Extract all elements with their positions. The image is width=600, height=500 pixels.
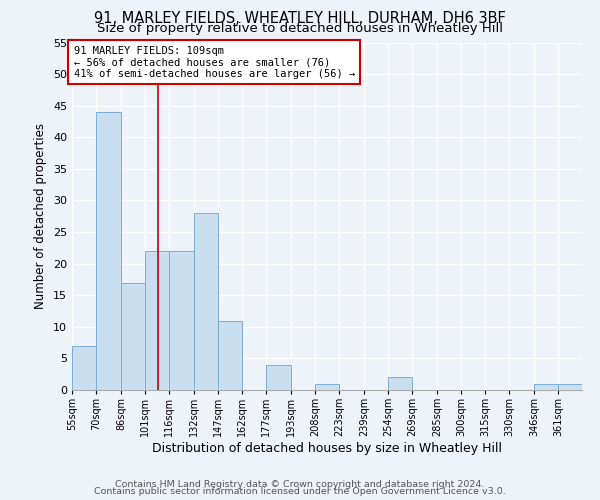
- Text: 91 MARLEY FIELDS: 109sqm
← 56% of detached houses are smaller (76)
41% of semi-d: 91 MARLEY FIELDS: 109sqm ← 56% of detach…: [74, 46, 355, 79]
- Bar: [535, 384, 558, 390]
- Bar: [145, 251, 169, 390]
- Bar: [72, 346, 96, 390]
- Text: Contains public sector information licensed under the Open Government Licence v3: Contains public sector information licen…: [94, 487, 506, 496]
- Bar: [218, 320, 242, 390]
- Bar: [315, 384, 339, 390]
- X-axis label: Distribution of detached houses by size in Wheatley Hill: Distribution of detached houses by size …: [152, 442, 502, 455]
- Bar: [169, 251, 194, 390]
- Bar: [558, 384, 582, 390]
- Text: Size of property relative to detached houses in Wheatley Hill: Size of property relative to detached ho…: [97, 22, 503, 35]
- Bar: [194, 213, 218, 390]
- Text: 91, MARLEY FIELDS, WHEATLEY HILL, DURHAM, DH6 3BF: 91, MARLEY FIELDS, WHEATLEY HILL, DURHAM…: [94, 11, 506, 26]
- Bar: [121, 282, 145, 390]
- Bar: [266, 364, 291, 390]
- Bar: [388, 378, 412, 390]
- Text: Contains HM Land Registry data © Crown copyright and database right 2024.: Contains HM Land Registry data © Crown c…: [115, 480, 485, 489]
- Y-axis label: Number of detached properties: Number of detached properties: [34, 123, 47, 309]
- Bar: [96, 112, 121, 390]
